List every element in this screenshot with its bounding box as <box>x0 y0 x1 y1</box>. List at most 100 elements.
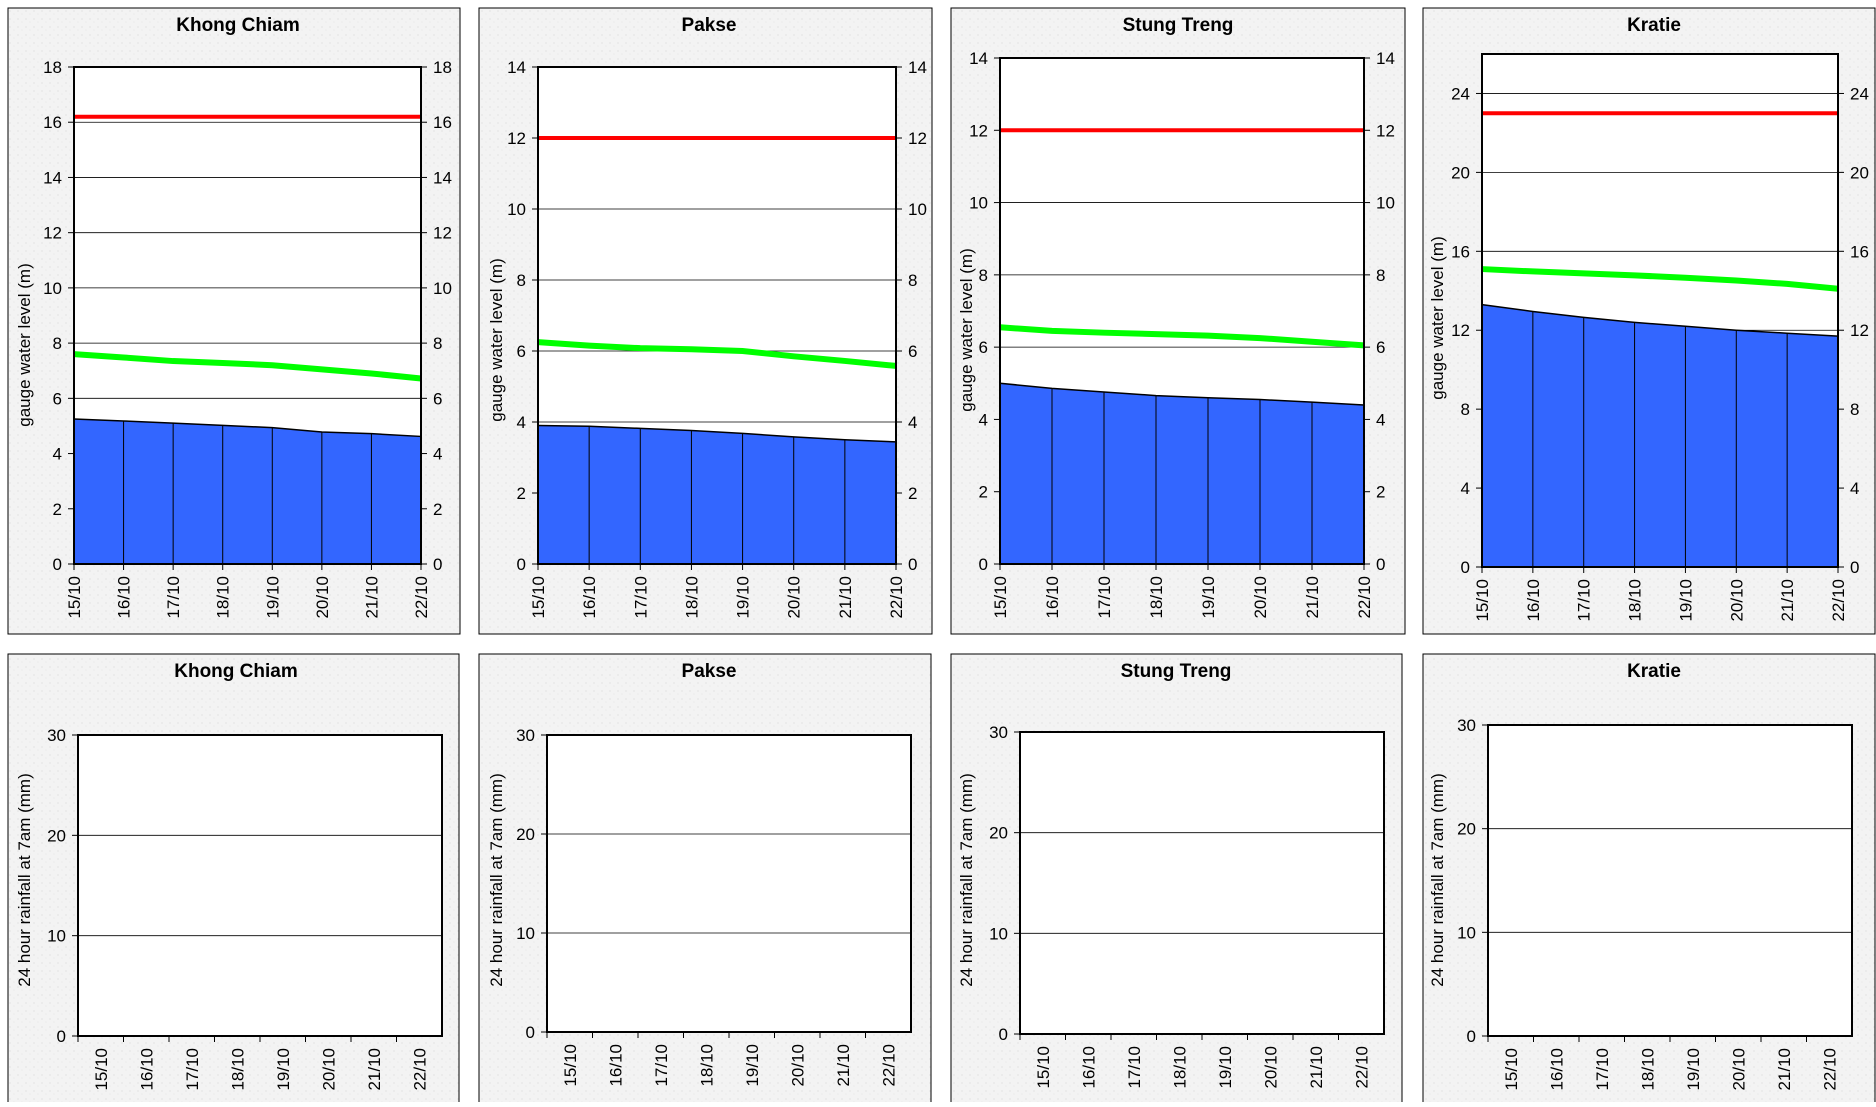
water-level-khong-chiam-x-tick-label: 17/10 <box>164 576 183 619</box>
rainfall-kratie-x-tick-label: 22/10 <box>1820 1048 1839 1091</box>
water-level-stung-treng-x-tick-label: 18/10 <box>1147 576 1166 619</box>
water-level-stung-treng-y2-tick-label: 12 <box>1376 121 1395 140</box>
water-level-khong-chiam-y2-tick-label: 0 <box>433 555 442 574</box>
water-level-khong-chiam-x-tick-label: 22/10 <box>412 576 431 619</box>
rainfall-khong-chiam-plot-area <box>78 735 442 1036</box>
water-level-pakse-y2-tick-label: 12 <box>908 129 927 148</box>
water-level-pakse-plot-border <box>537 66 897 565</box>
water-level-stung-treng-y-tick-label: 10 <box>969 194 988 213</box>
rainfall-kratie-y-tick-label: 0 <box>1467 1027 1476 1046</box>
water-level-kratie-level-area <box>1482 304 1838 567</box>
rainfall-kratie-x-tick-label: 16/10 <box>1547 1048 1566 1091</box>
water-level-kratie-x-tick-label: 22/10 <box>1829 579 1848 622</box>
water-level-pakse-y-tick-label: 8 <box>517 271 526 290</box>
water-level-khong-chiam-y-tick-label: 14 <box>43 168 62 187</box>
rainfall-pakse-x-tick-label: 20/10 <box>788 1044 807 1087</box>
rainfall-khong-chiam-x-tick-label: 17/10 <box>183 1048 202 1091</box>
rainfall-stung-treng-title: Stung Treng <box>1121 661 1232 682</box>
water-level-pakse-y2-tick-label: 8 <box>908 271 917 290</box>
water-level-stung-treng-plot-border <box>999 57 1365 565</box>
rainfall-kratie-x-tick-label: 20/10 <box>1729 1048 1748 1091</box>
water-level-kratie-x-tick-label: 15/10 <box>1473 579 1492 622</box>
water-level-khong-chiam-y2-tick-label: 10 <box>433 279 452 298</box>
water-level-kratie-plot-border <box>1481 53 1839 568</box>
water-level-pakse-level-area <box>538 425 896 564</box>
water-level-kratie-x-tick-label: 20/10 <box>1727 579 1746 622</box>
rainfall-stung-treng-y-tick-label: 20 <box>989 824 1008 843</box>
rainfall-stung-treng-x-tick-label: 16/10 <box>1079 1046 1098 1089</box>
water-level-stung-treng-x-tick-label: 20/10 <box>1251 576 1270 619</box>
water-level-pakse-y-tick-label: 10 <box>507 200 526 219</box>
rainfall-kratie-x-tick-label: 18/10 <box>1638 1048 1657 1091</box>
rainfall-kratie-x-tick-label: 15/10 <box>1502 1048 1521 1091</box>
water-level-pakse-alarm-level-line <box>537 339 897 369</box>
rainfall-khong-chiam-x-tick-label: 20/10 <box>319 1048 338 1091</box>
rainfall-stung-treng-x-tick-label: 17/10 <box>1125 1046 1144 1089</box>
rainfall-khong-chiam-x-tick-label: 15/10 <box>92 1048 111 1091</box>
rainfall-khong-chiam-y-tick-label: 10 <box>47 927 66 946</box>
water-level-pakse-title: Pakse <box>682 15 737 36</box>
rainfall-khong-chiam-y-tick-label: 20 <box>47 826 66 845</box>
water-level-khong-chiam-y2-tick-label: 6 <box>433 389 442 408</box>
water-level-stung-treng-y-tick-label: 8 <box>979 266 988 285</box>
water-level-stung-treng-x-tick-label: 17/10 <box>1095 576 1114 619</box>
water-level-kratie-y-tick-label: 12 <box>1451 321 1470 340</box>
water-level-pakse-x-tick-label: 22/10 <box>887 576 906 619</box>
water-level-stung-treng-y-tick-label: 14 <box>969 49 988 68</box>
rainfall-pakse-x-tick-label: 15/10 <box>561 1044 580 1087</box>
water-level-kratie-title: Kratie <box>1627 15 1681 36</box>
water-level-kratie-y-tick-label: 20 <box>1451 163 1470 182</box>
water-level-khong-chiam-x-tick-label: 21/10 <box>362 576 381 619</box>
rainfall-stung-treng-x-tick-label: 21/10 <box>1307 1046 1326 1089</box>
rainfall-pakse-x-tick-label: 19/10 <box>743 1044 762 1087</box>
water-level-khong-chiam-level-line <box>73 418 422 438</box>
water-level-stung-treng-y-tick-label: 12 <box>969 121 988 140</box>
water-level-pakse-y-tick-label: 12 <box>507 129 526 148</box>
water-level-khong-chiam-title: Khong Chiam <box>176 15 300 36</box>
water-level-pakse-y-tick-label: 0 <box>517 555 526 574</box>
rainfall-kratie-x-tick-label: 21/10 <box>1775 1048 1794 1091</box>
rainfall-khong-chiam-x-tick-label: 21/10 <box>365 1048 384 1091</box>
water-level-stung-treng-y-tick-label: 4 <box>979 410 988 429</box>
water-level-pakse-x-tick-label: 18/10 <box>682 576 701 619</box>
rainfall-pakse-y-tick-label: 10 <box>516 924 535 943</box>
water-level-kratie-y-tick-label: 0 <box>1461 558 1470 577</box>
water-level-kratie-y2-tick-label: 24 <box>1850 84 1869 103</box>
rainfall-stung-treng-x-tick-label: 22/10 <box>1352 1046 1371 1089</box>
rainfall-stung-treng-x-tick-label: 18/10 <box>1170 1046 1189 1089</box>
water-level-khong-chiam-x-tick-label: 16/10 <box>115 576 134 619</box>
water-level-stung-treng-level-line <box>999 382 1365 406</box>
rainfall-stung-treng-y-tick-label: 10 <box>989 924 1008 943</box>
water-level-pakse-y2-tick-label: 10 <box>908 200 927 219</box>
water-level-khong-chiam-y-tick-label: 12 <box>43 224 62 243</box>
rainfall-pakse-x-tick-label: 18/10 <box>697 1044 716 1087</box>
water-level-khong-chiam-y-tick-label: 16 <box>43 113 62 132</box>
water-level-stung-treng-y2-tick-label: 8 <box>1376 266 1385 285</box>
rainfall-kratie-y-tick-label: 10 <box>1457 923 1476 942</box>
water-level-kratie-y-tick-label: 24 <box>1451 84 1470 103</box>
water-level-khong-chiam-x-tick-label: 19/10 <box>263 576 282 619</box>
water-level-stung-treng-y-tick-label: 0 <box>979 555 988 574</box>
water-level-khong-chiam-y-tick-label: 4 <box>53 445 62 464</box>
water-level-khong-chiam-x-tick-label: 15/10 <box>65 576 84 619</box>
water-level-pakse-y2-tick-label: 6 <box>908 342 917 361</box>
rainfall-pakse-x-tick-label: 22/10 <box>879 1044 898 1087</box>
water-level-khong-chiam-alarm-level-line <box>73 351 422 382</box>
rainfall-pakse-y-tick-label: 30 <box>516 726 535 745</box>
water-level-khong-chiam-y2-tick-label: 16 <box>433 113 452 132</box>
rainfall-kratie-plot-area <box>1488 725 1852 1036</box>
water-level-pakse-level-line <box>537 424 897 443</box>
water-level-khong-chiam-y2-tick-label: 14 <box>433 168 452 187</box>
water-level-kratie-x-tick-label: 16/10 <box>1524 579 1543 622</box>
water-level-khong-chiam-y-tick-label: 10 <box>43 279 62 298</box>
water-level-stung-treng-y2-tick-label: 0 <box>1376 555 1385 574</box>
water-level-stung-treng-y2-tick-label: 6 <box>1376 338 1385 357</box>
rainfall-stung-treng-y-tick-label: 0 <box>999 1025 1008 1044</box>
water-level-stung-treng-x-tick-label: 15/10 <box>991 576 1010 619</box>
rainfall-pakse-y-axis-label: 24 hour rainfall at 7am (mm) <box>487 773 506 987</box>
water-level-kratie-x-tick-label: 19/10 <box>1676 579 1695 622</box>
water-level-khong-chiam-x-tick-label: 18/10 <box>214 576 233 619</box>
rainfall-khong-chiam-x-tick-label: 22/10 <box>410 1048 429 1091</box>
water-level-kratie-x-tick-label: 21/10 <box>1778 579 1797 622</box>
